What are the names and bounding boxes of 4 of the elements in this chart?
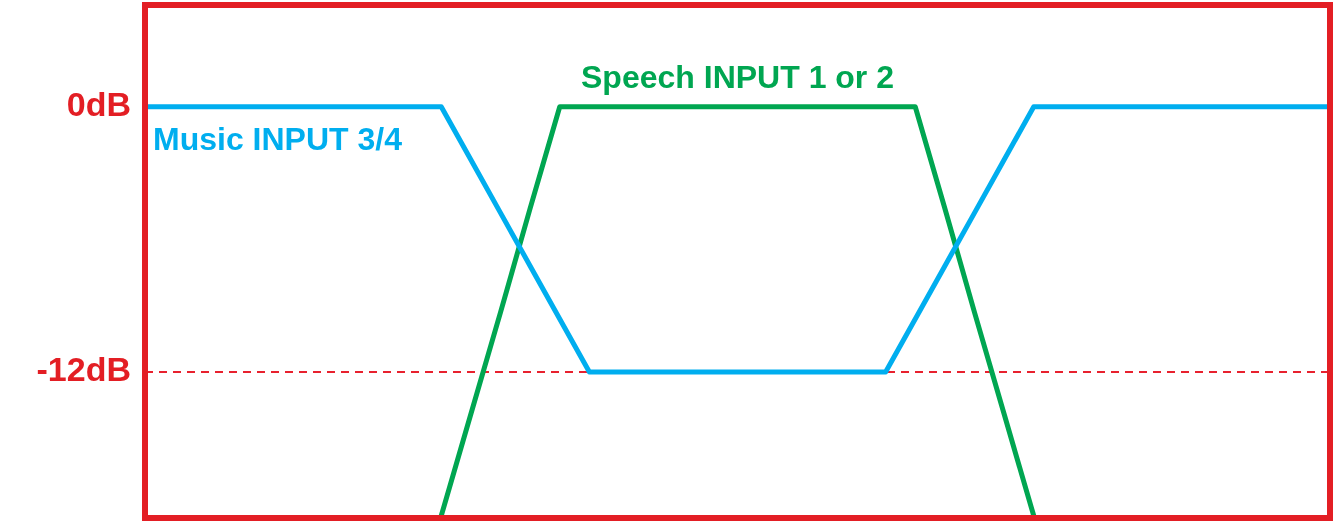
y-tick-label: -12dB (36, 350, 131, 389)
series-label: Speech INPUT 1 or 2 (581, 58, 894, 95)
series-label: Music INPUT 3/4 (153, 120, 403, 157)
y-tick-label: 0dB (66, 85, 131, 124)
